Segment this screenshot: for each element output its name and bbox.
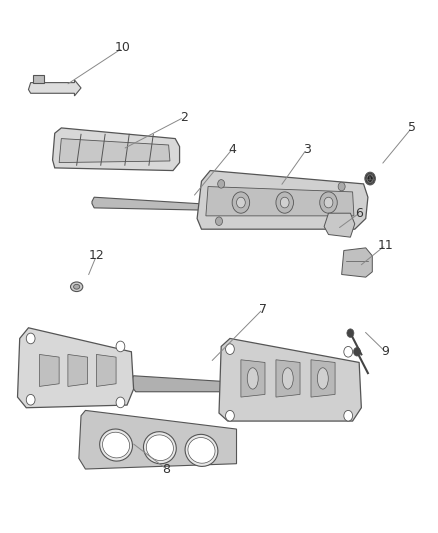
Polygon shape — [311, 360, 335, 397]
Polygon shape — [59, 139, 170, 163]
Text: 3: 3 — [303, 143, 311, 156]
Text: 10: 10 — [115, 42, 131, 54]
Text: 2: 2 — [180, 111, 188, 124]
Text: 8: 8 — [162, 463, 170, 475]
Circle shape — [280, 197, 289, 208]
Polygon shape — [131, 376, 302, 392]
Circle shape — [367, 175, 373, 182]
Circle shape — [353, 348, 360, 356]
Circle shape — [320, 192, 337, 213]
Text: 4: 4 — [228, 143, 236, 156]
Polygon shape — [276, 360, 300, 397]
Circle shape — [237, 197, 245, 208]
Circle shape — [116, 341, 125, 352]
Circle shape — [276, 192, 293, 213]
Circle shape — [344, 410, 353, 421]
Circle shape — [338, 182, 345, 191]
Circle shape — [226, 344, 234, 354]
Polygon shape — [53, 128, 180, 171]
Ellipse shape — [71, 282, 83, 292]
Polygon shape — [79, 410, 237, 469]
Polygon shape — [96, 354, 116, 386]
Text: 7: 7 — [259, 303, 267, 316]
Text: 12: 12 — [88, 249, 104, 262]
Polygon shape — [197, 171, 368, 229]
Ellipse shape — [100, 429, 132, 461]
Text: 11: 11 — [378, 239, 393, 252]
Circle shape — [116, 397, 125, 408]
Polygon shape — [28, 80, 81, 96]
Polygon shape — [92, 197, 223, 211]
Polygon shape — [206, 187, 354, 216]
Ellipse shape — [144, 432, 176, 464]
Circle shape — [344, 346, 353, 357]
Ellipse shape — [282, 368, 293, 389]
Ellipse shape — [317, 368, 328, 389]
Polygon shape — [241, 360, 265, 397]
Circle shape — [218, 180, 225, 188]
Ellipse shape — [102, 432, 130, 458]
Polygon shape — [33, 75, 44, 83]
Ellipse shape — [247, 368, 258, 389]
Text: 9: 9 — [381, 345, 389, 358]
Ellipse shape — [74, 285, 80, 289]
Circle shape — [365, 172, 375, 185]
Polygon shape — [68, 354, 88, 386]
Polygon shape — [342, 248, 372, 277]
Ellipse shape — [188, 438, 215, 463]
Ellipse shape — [146, 435, 173, 461]
Circle shape — [338, 220, 345, 228]
Circle shape — [215, 217, 223, 225]
Polygon shape — [18, 328, 134, 408]
Ellipse shape — [185, 434, 218, 466]
Circle shape — [26, 394, 35, 405]
Circle shape — [26, 333, 35, 344]
Text: 6: 6 — [355, 207, 363, 220]
Polygon shape — [219, 338, 361, 421]
Circle shape — [347, 329, 354, 337]
Polygon shape — [324, 213, 355, 237]
Text: 5: 5 — [408, 122, 416, 134]
Circle shape — [324, 197, 333, 208]
Circle shape — [226, 410, 234, 421]
Circle shape — [232, 192, 250, 213]
Polygon shape — [39, 354, 59, 386]
